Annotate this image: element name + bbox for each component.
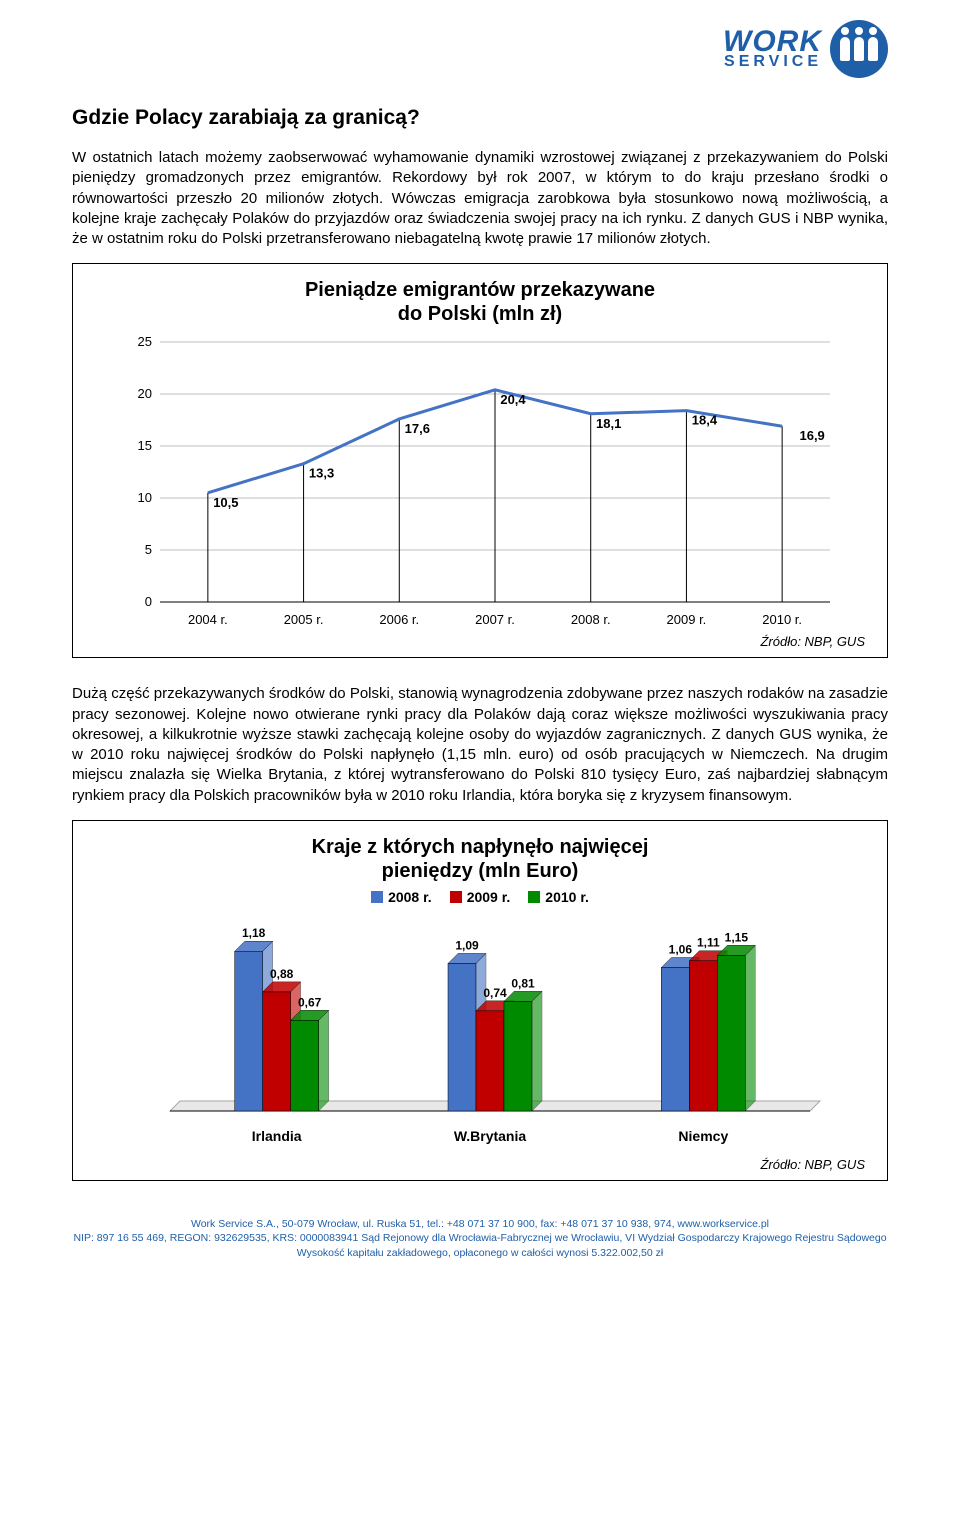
logo-word-2: SERVICE [724, 55, 822, 69]
svg-text:10: 10 [138, 490, 152, 505]
svg-text:15: 15 [138, 438, 152, 453]
paragraph-1: W ostatnich latach możemy zaobserwować w… [72, 148, 888, 249]
page-footer: Work Service S.A., 50-079 Wrocław, ul. R… [72, 1217, 888, 1261]
svg-text:2008 r.: 2008 r. [571, 612, 611, 627]
svg-text:1,18: 1,18 [242, 926, 266, 940]
logo-word-1: WORK [723, 28, 822, 55]
chart-1-svg: 0 5 10 15 20 25 2004 r. 2005 r. 2006 r. 2007 r. 20… [110, 332, 850, 632]
svg-text:5: 5 [145, 542, 152, 557]
chart-2-title-line1: Kraje z których napłynęło najwięcej [312, 836, 649, 858]
chart-1-source: Źródło: NBP, GUS [81, 634, 879, 649]
svg-text:18,1: 18,1 [596, 416, 621, 431]
svg-text:10,5: 10,5 [213, 495, 238, 510]
svg-text:25: 25 [138, 334, 152, 349]
chart-2-source: Źródło: NBP, GUS [81, 1157, 879, 1172]
svg-text:0,88: 0,88 [270, 967, 294, 981]
page-title: Gdzie Polacy zarabiają za granicą? [72, 106, 888, 130]
legend-label-2009: 2009 r. [467, 889, 511, 905]
footer-line-2: NIP: 897 16 55 469, REGON: 932629535, KR… [72, 1231, 888, 1246]
svg-text:13,3: 13,3 [309, 466, 334, 481]
svg-text:20,4: 20,4 [500, 392, 526, 407]
legend-item-2009: 2009 r. [450, 889, 511, 905]
svg-text:1,15: 1,15 [725, 930, 749, 944]
svg-text:W.Brytania: W.Brytania [454, 1128, 527, 1144]
svg-text:18,4: 18,4 [692, 413, 718, 428]
chart-2-title-line2: pieniędzy (mln Euro) [81, 859, 879, 883]
footer-line-3: Wysokość kapitału zakładowego, opłaconeg… [72, 1246, 888, 1261]
chart-1-title-line2: do Polski (mln zł) [81, 302, 879, 326]
chart-2-legend: 2008 r. 2009 r. 2010 r. [81, 889, 879, 905]
svg-text:16,9: 16,9 [799, 428, 824, 443]
svg-text:1,11: 1,11 [697, 935, 720, 949]
svg-text:1,09: 1,09 [455, 938, 479, 952]
chart-2-svg: 1,18 0,88 0,67 Irlandia 1,09 0,74 0,81 W.Brytan… [110, 915, 850, 1155]
svg-text:17,6: 17,6 [405, 421, 430, 436]
company-logo: WORK SERVICE [723, 20, 888, 78]
svg-text:2004 r.: 2004 r. [188, 612, 228, 627]
svg-text:20: 20 [138, 386, 152, 401]
svg-text:1,06: 1,06 [669, 942, 693, 956]
svg-text:0,67: 0,67 [298, 995, 322, 1009]
legend-label-2008: 2008 r. [388, 889, 432, 905]
svg-text:2005 r.: 2005 r. [284, 612, 324, 627]
chart-2-frame: Kraje z których napłynęło najwięcej pien… [72, 820, 888, 1181]
svg-text:Niemcy: Niemcy [678, 1128, 728, 1144]
header-logo-row: WORK SERVICE [72, 20, 888, 78]
svg-text:0,74: 0,74 [483, 986, 507, 1000]
svg-text:0: 0 [145, 594, 152, 609]
logo-text: WORK SERVICE [723, 28, 822, 69]
svg-text:0,81: 0,81 [511, 976, 535, 990]
svg-text:2010 r.: 2010 r. [762, 612, 802, 627]
chart-1-title-line1: Pieniądze emigrantów przekazywane [305, 279, 655, 301]
footer-line-1: Work Service S.A., 50-079 Wrocław, ul. R… [72, 1217, 888, 1232]
chart-2-title: Kraje z których napłynęło najwięcej pien… [81, 835, 879, 883]
svg-text:Irlandia: Irlandia [252, 1128, 302, 1144]
svg-text:2006 r.: 2006 r. [379, 612, 419, 627]
logo-people-icon [830, 20, 888, 78]
chart-1-title: Pieniądze emigrantów przekazywane do Pol… [81, 278, 879, 326]
legend-label-2010: 2010 r. [545, 889, 589, 905]
paragraph-2: Dużą część przekazywanych środków do Pol… [72, 684, 888, 806]
svg-text:2009 r.: 2009 r. [667, 612, 707, 627]
chart-1-frame: Pieniądze emigrantów przekazywane do Pol… [72, 263, 888, 658]
svg-text:2007 r.: 2007 r. [475, 612, 515, 627]
legend-item-2010: 2010 r. [528, 889, 589, 905]
legend-item-2008: 2008 r. [371, 889, 432, 905]
